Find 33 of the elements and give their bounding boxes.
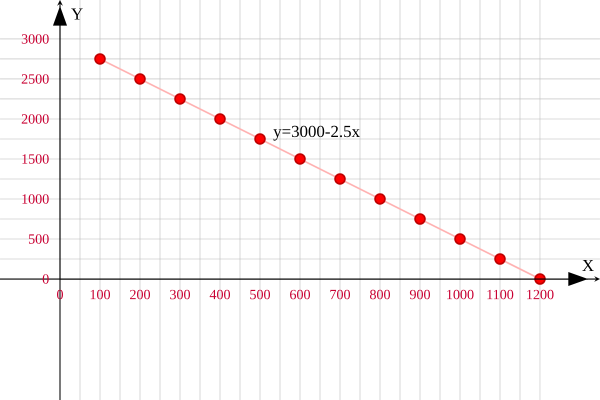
x-tick-label: 500 [250,290,270,300]
x-tick-label: 1200 [527,290,554,300]
x-tick-label: 700 [330,290,350,300]
y-axis-title: Y [71,8,83,20]
y-tick-label: 1000 [22,194,49,204]
x-tick-label: 200 [130,290,150,300]
y-tick-label: 2500 [22,74,49,84]
x-tick-label: 300 [170,290,190,300]
x-tick-label: 600 [290,290,310,300]
point [134,73,146,85]
x-tick-label: 100 [90,290,110,300]
point [494,253,506,265]
point [334,173,346,185]
point [174,93,186,105]
point [534,273,546,285]
point [454,233,466,245]
point [294,153,306,165]
y-tick-label: 1500 [22,154,49,164]
x-tick-label: 800 [370,290,390,300]
x-axis-title: X [582,260,594,272]
x-tick-label: 1100 [487,290,514,300]
x-tick-label: 1000 [447,290,474,300]
point [94,53,106,65]
point [374,193,386,205]
x-tick-label: 400 [210,290,230,300]
annotation: y=3000-2.5x [273,126,360,141]
point [254,133,266,145]
y-tick-label: 500 [28,234,49,244]
y-tick-label: 3000 [22,34,49,44]
x-tick-label: 900 [410,290,430,300]
y-tick-label: 2000 [22,114,49,124]
point [214,113,226,125]
point [414,213,426,225]
